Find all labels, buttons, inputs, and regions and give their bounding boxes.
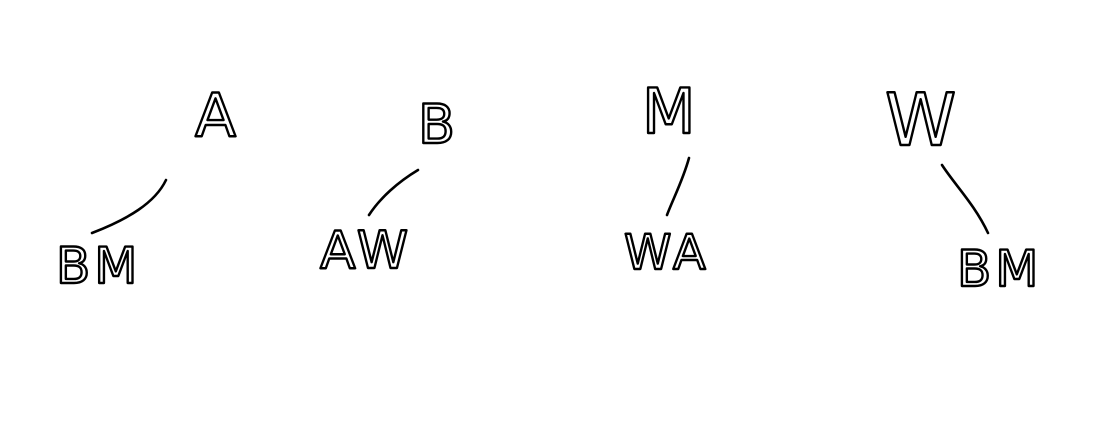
tree-2-root-label: B [418,93,459,156]
tree-1: A BM [55,80,240,296]
tree-4-edge [940,163,990,235]
tree-3-edge [665,156,691,217]
tree-2-edge [367,168,420,217]
tree-3: M WA [623,74,710,282]
tree-3-child-label: WA [624,225,710,281]
tree-1-child-label: BM [56,237,141,295]
tree-2: B AW [319,92,459,282]
tree-3-root-label: M [642,75,700,148]
tree-4-child-label: BM [957,240,1042,298]
tree-4: W BM [884,77,1042,299]
tree-1-edge [90,178,168,235]
tree-4-root-label: W [885,78,960,162]
tree-1-root-label: A [195,81,240,151]
tree-2-child-label: AW [320,221,412,281]
